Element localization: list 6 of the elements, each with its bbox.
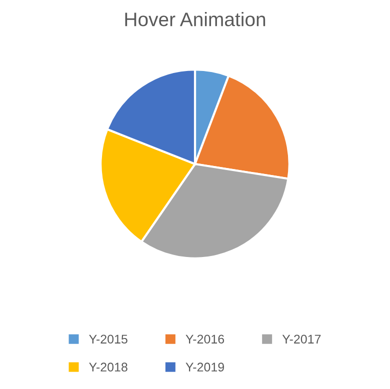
legend-label: Y-2017 — [282, 334, 321, 344]
legend-label: Y-2016 — [186, 334, 224, 344]
legend-label: Y-2018 — [89, 362, 128, 372]
legend-label: Y-2019 — [186, 362, 224, 372]
chart-title: Hover Animation — [125, 12, 266, 26]
legend-label: Y-2015 — [89, 334, 128, 344]
